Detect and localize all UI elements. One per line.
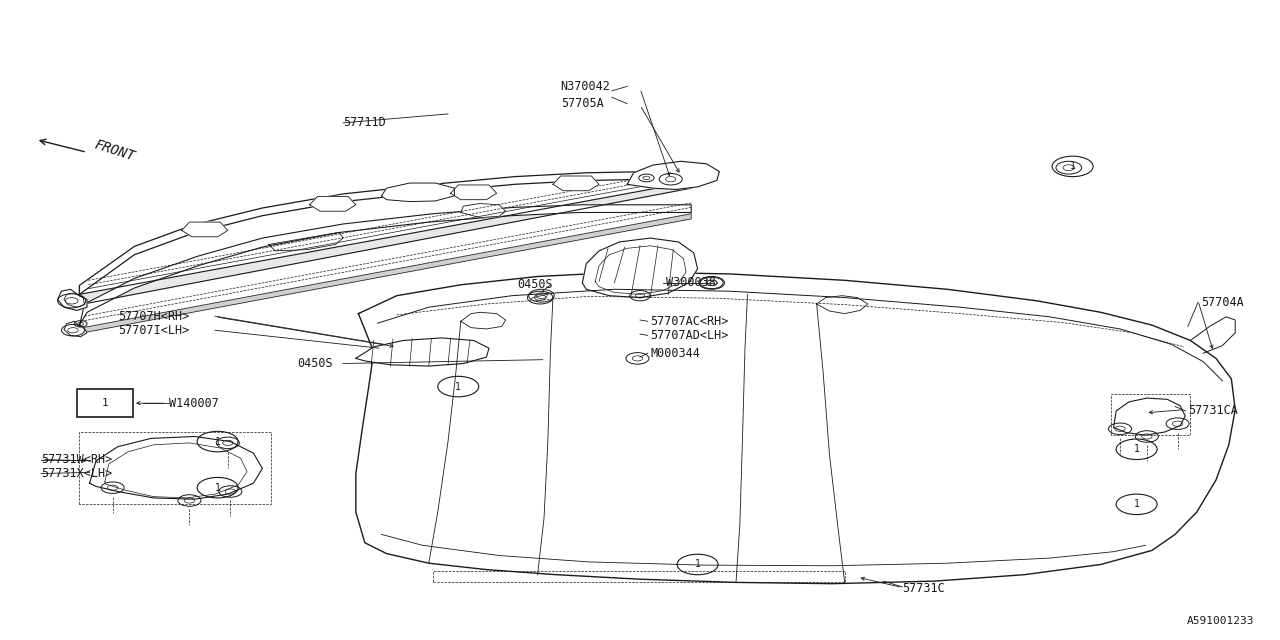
Text: 1: 1 [215, 483, 220, 493]
Polygon shape [627, 161, 719, 189]
Text: 57705A: 57705A [561, 97, 603, 110]
Polygon shape [310, 196, 356, 211]
Polygon shape [79, 172, 694, 294]
Polygon shape [79, 182, 691, 303]
Polygon shape [553, 176, 599, 191]
Text: 57731C: 57731C [902, 582, 945, 595]
Polygon shape [451, 185, 497, 200]
Text: 1: 1 [215, 436, 220, 447]
Polygon shape [1114, 398, 1185, 435]
Polygon shape [461, 204, 506, 218]
Polygon shape [79, 214, 691, 333]
Text: 57707H<RH>: 57707H<RH> [118, 310, 189, 323]
Text: 1: 1 [1134, 499, 1139, 509]
Text: N370042: N370042 [561, 80, 611, 93]
Polygon shape [817, 296, 868, 314]
Text: W140007: W140007 [169, 397, 219, 410]
Text: 1: 1 [1070, 161, 1075, 172]
Polygon shape [58, 289, 87, 310]
Polygon shape [381, 183, 454, 202]
Text: 57707I<LH>: 57707I<LH> [118, 324, 189, 337]
Text: 57704A: 57704A [1201, 296, 1243, 308]
Text: 57731CA: 57731CA [1188, 404, 1238, 417]
Text: 57711D: 57711D [343, 116, 385, 129]
Polygon shape [461, 312, 506, 329]
FancyBboxPatch shape [77, 389, 133, 417]
Text: A591001233: A591001233 [1187, 616, 1254, 626]
Text: 0450S: 0450S [517, 278, 553, 291]
Text: 57707AD<LH>: 57707AD<LH> [650, 329, 728, 342]
Polygon shape [582, 238, 698, 298]
Polygon shape [182, 222, 228, 237]
Polygon shape [90, 436, 262, 499]
Polygon shape [356, 272, 1235, 584]
Polygon shape [64, 321, 87, 337]
Text: 1: 1 [101, 398, 109, 408]
Text: 57707AC<RH>: 57707AC<RH> [650, 315, 728, 328]
Text: M000344: M000344 [650, 347, 700, 360]
Text: 1: 1 [695, 559, 700, 570]
Text: 57731W<RH>: 57731W<RH> [41, 453, 113, 466]
Text: W300038: W300038 [666, 276, 716, 289]
Polygon shape [356, 338, 489, 366]
Text: 0450S: 0450S [297, 357, 333, 370]
Text: 1: 1 [456, 381, 461, 392]
Polygon shape [79, 205, 691, 326]
Text: 57731X<LH>: 57731X<LH> [41, 467, 113, 480]
Text: FRONT: FRONT [92, 138, 136, 164]
Text: 1: 1 [1134, 444, 1139, 454]
